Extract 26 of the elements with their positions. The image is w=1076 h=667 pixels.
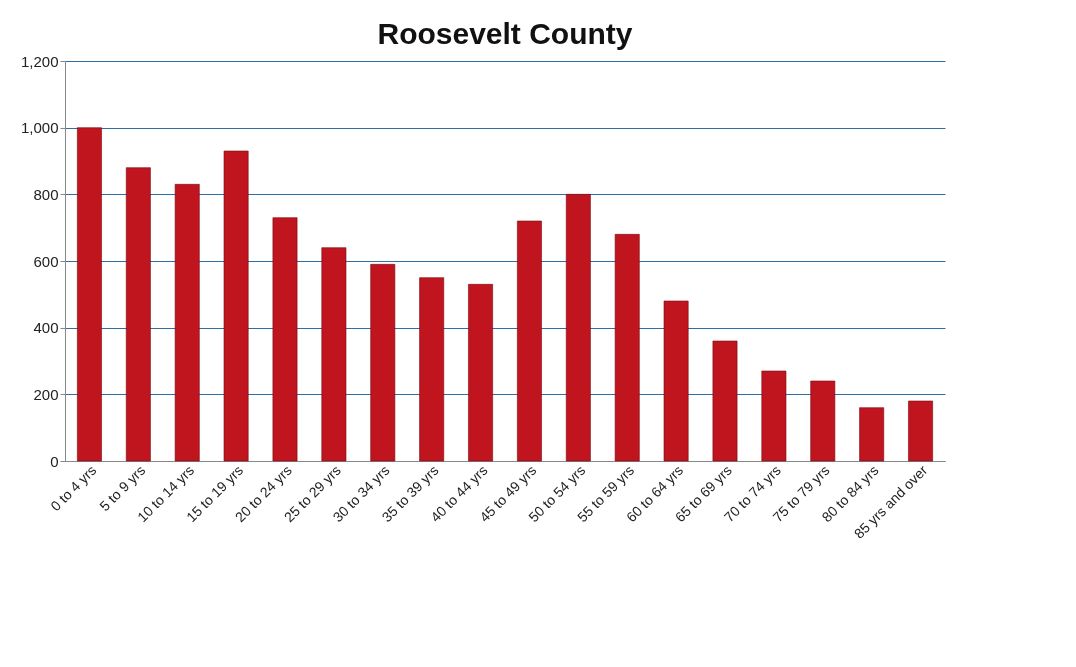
- y-tick-label: 200: [33, 385, 59, 403]
- bar: [223, 150, 249, 462]
- bar: [125, 167, 151, 462]
- bar: [908, 400, 933, 462]
- bar: [370, 264, 396, 462]
- bar: [810, 380, 836, 462]
- bar: [761, 370, 787, 462]
- y-tick-label: 0: [50, 452, 59, 470]
- bar: [419, 277, 445, 462]
- bar: [174, 184, 200, 462]
- bar: [321, 247, 347, 462]
- bar: [712, 340, 738, 462]
- y-tick-label: 1,200: [20, 52, 59, 70]
- y-tick-label: 400: [33, 319, 59, 337]
- bar: [859, 407, 885, 462]
- bar: [663, 300, 689, 462]
- chart-title: Roosevelt County: [377, 17, 633, 50]
- bar: [468, 284, 493, 462]
- bar: [77, 127, 102, 462]
- bar: [565, 194, 591, 462]
- bar: [517, 220, 542, 462]
- bar: [272, 217, 298, 462]
- bar: [614, 234, 640, 462]
- y-tick-label: 800: [33, 185, 59, 203]
- y-tick-label: 600: [33, 252, 59, 270]
- y-tick-label: 1,000: [20, 119, 59, 137]
